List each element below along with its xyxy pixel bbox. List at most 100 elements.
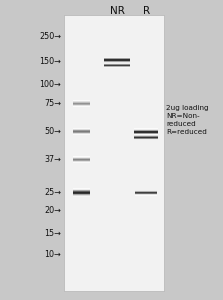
Bar xyxy=(73,160,90,161)
Text: 2ug loading
NR=Non-
reduced
R=reduced: 2ug loading NR=Non- reduced R=reduced xyxy=(166,105,209,135)
Bar xyxy=(134,129,158,130)
Bar xyxy=(73,128,90,129)
Bar xyxy=(73,162,90,163)
Bar xyxy=(73,100,90,101)
Bar xyxy=(73,158,90,159)
Bar xyxy=(73,189,90,190)
Text: 15→: 15→ xyxy=(44,229,61,238)
Bar xyxy=(73,159,90,160)
Bar xyxy=(134,128,158,129)
Bar xyxy=(73,195,90,196)
Bar xyxy=(104,62,130,63)
Text: 10→: 10→ xyxy=(45,250,61,259)
Bar xyxy=(104,63,130,64)
Text: R: R xyxy=(142,5,150,16)
Bar xyxy=(73,157,90,158)
Bar xyxy=(134,135,158,136)
Bar xyxy=(135,192,157,193)
Text: 20→: 20→ xyxy=(44,206,61,215)
Bar xyxy=(73,134,90,135)
Bar xyxy=(73,134,90,135)
Bar xyxy=(104,58,130,59)
Bar xyxy=(73,131,90,132)
Bar xyxy=(73,161,90,162)
Bar xyxy=(134,133,158,134)
Bar xyxy=(104,59,130,60)
Bar xyxy=(135,191,157,192)
Bar xyxy=(73,188,90,189)
Bar xyxy=(104,66,130,67)
Text: 100→: 100→ xyxy=(39,80,61,89)
Bar xyxy=(73,189,90,190)
Bar xyxy=(104,66,130,67)
Bar xyxy=(134,135,158,136)
Bar xyxy=(73,156,90,157)
Bar xyxy=(73,132,90,133)
Bar xyxy=(73,106,90,107)
Bar xyxy=(73,103,90,104)
Bar xyxy=(104,67,130,68)
Bar xyxy=(73,104,90,105)
Bar xyxy=(73,102,90,103)
Text: 75→: 75→ xyxy=(44,99,61,108)
Bar xyxy=(104,60,130,61)
Bar xyxy=(73,128,90,129)
Bar xyxy=(73,191,90,192)
Text: NR: NR xyxy=(110,5,124,16)
Bar xyxy=(73,188,90,189)
Bar xyxy=(73,100,90,101)
Bar xyxy=(134,134,158,135)
Bar xyxy=(73,160,90,161)
Bar xyxy=(134,131,158,132)
Bar xyxy=(134,139,158,140)
Bar xyxy=(134,136,158,137)
Bar xyxy=(134,137,158,138)
Bar xyxy=(104,61,130,62)
Bar xyxy=(134,135,158,136)
Bar xyxy=(73,101,90,102)
Text: 250→: 250→ xyxy=(39,32,61,41)
Bar xyxy=(135,194,157,195)
Bar xyxy=(134,136,158,137)
Bar xyxy=(104,65,130,66)
Bar xyxy=(73,106,90,107)
Bar xyxy=(104,57,130,58)
Bar xyxy=(134,138,158,139)
Bar xyxy=(73,196,90,197)
Bar xyxy=(73,105,90,106)
Bar xyxy=(73,194,90,195)
Bar xyxy=(73,162,90,163)
Bar xyxy=(73,130,90,131)
Bar xyxy=(135,193,157,194)
Text: 37→: 37→ xyxy=(44,155,61,164)
Text: 150→: 150→ xyxy=(39,57,61,66)
Bar xyxy=(134,130,158,131)
Bar xyxy=(73,132,90,133)
Bar xyxy=(134,130,158,131)
Bar xyxy=(104,64,130,65)
Bar xyxy=(104,64,130,65)
Bar xyxy=(73,133,90,134)
Bar xyxy=(135,190,157,191)
Bar xyxy=(134,132,158,133)
Bar xyxy=(104,57,130,58)
Bar xyxy=(73,158,90,159)
Bar xyxy=(73,193,90,194)
Bar xyxy=(73,196,90,197)
Bar xyxy=(104,62,130,63)
Bar xyxy=(73,130,90,131)
Bar xyxy=(134,133,158,134)
Text: 50→: 50→ xyxy=(44,127,61,136)
Bar xyxy=(134,134,158,135)
Bar xyxy=(135,194,157,195)
Bar xyxy=(73,190,90,191)
Text: 25→: 25→ xyxy=(44,188,61,197)
Bar xyxy=(73,104,90,105)
Bar xyxy=(135,190,157,191)
Bar xyxy=(73,102,90,103)
Bar xyxy=(134,139,158,140)
Bar xyxy=(73,192,90,193)
Bar xyxy=(73,156,90,157)
FancyBboxPatch shape xyxy=(64,15,164,291)
Bar xyxy=(135,195,157,196)
